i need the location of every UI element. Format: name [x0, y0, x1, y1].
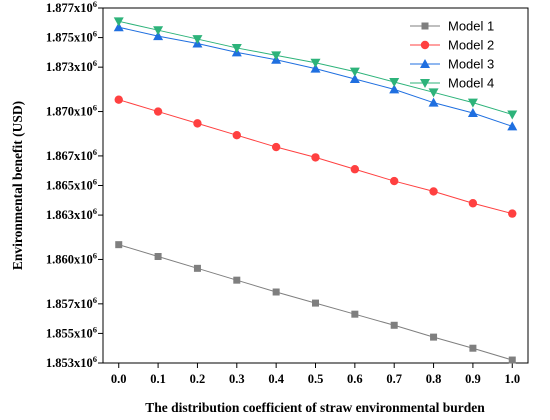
- data-point: [233, 276, 241, 284]
- data-point: [469, 344, 477, 352]
- data-point: [271, 51, 282, 61]
- legend-item: Model 3: [410, 57, 494, 72]
- data-point: [153, 26, 164, 36]
- legend-item: Model 1: [410, 19, 494, 34]
- data-point: [154, 253, 162, 260]
- x-tick-label: 0.9: [465, 372, 481, 386]
- data-point: [272, 288, 280, 296]
- data-point: [429, 187, 438, 196]
- data-point: [114, 95, 123, 104]
- x-tick-label: 0.7: [386, 372, 402, 386]
- x-tick-label: 0.5: [308, 372, 324, 386]
- data-point: [390, 176, 399, 186]
- series-4: [113, 17, 518, 120]
- legend-item: Model 4: [410, 76, 494, 91]
- data-point: [232, 131, 241, 140]
- y-tick-label: 1.853x106: [46, 354, 97, 370]
- data-point: [312, 299, 319, 307]
- data-point: [193, 264, 201, 272]
- series-layer: [113, 17, 518, 364]
- data-point: [113, 17, 124, 27]
- data-point: [507, 110, 518, 120]
- legend-label: Model 4: [448, 76, 494, 91]
- y-axis-title: Environmental benefit (USD): [10, 101, 25, 270]
- series-2: [114, 95, 517, 218]
- data-point: [153, 31, 164, 41]
- data-point: [508, 209, 517, 218]
- data-point: [389, 77, 400, 87]
- data-point: [153, 107, 163, 116]
- x-tick-label: 0.2: [190, 372, 206, 386]
- data-point: [310, 63, 321, 73]
- x-tick-label: 1.0: [504, 372, 520, 386]
- x-tick-label: 0.8: [426, 372, 442, 386]
- data-point: [310, 58, 321, 68]
- x-tick-label: 0.0: [111, 372, 127, 386]
- x-axis-title: The distribution coefficient of straw en…: [145, 400, 485, 415]
- y-tick-label: 1.863x106: [46, 206, 97, 222]
- legend-label: Model 2: [448, 38, 494, 53]
- y-tick-label: 1.870x106: [46, 103, 97, 119]
- data-point: [507, 121, 518, 131]
- y-tick-label: 1.873x106: [46, 58, 97, 74]
- data-point: [428, 88, 439, 98]
- y-tick-label: 1.867x106: [46, 147, 97, 163]
- data-point: [428, 97, 439, 107]
- data-point: [350, 165, 360, 174]
- legend-marker: [420, 79, 430, 88]
- y-tick-label: 1.875x106: [46, 29, 97, 45]
- x-tick-label: 0.3: [229, 372, 245, 386]
- data-point: [467, 108, 478, 118]
- legend-marker: [420, 40, 430, 50]
- data-point: [467, 98, 478, 108]
- x-axis: 0.0 0.1 0.2 0.3 0.4 0.5 0.6 0.7 0.8 0.9 1.0: [111, 363, 520, 386]
- data-point: [271, 142, 281, 152]
- legend-marker: [421, 22, 429, 30]
- y-tick-label: 1.877x106: [46, 0, 97, 15]
- data-point: [390, 321, 398, 329]
- x-tick-label: 0.4: [268, 372, 284, 386]
- legend: Model 1 Model 2 Model 3 Model 4: [410, 19, 494, 91]
- data-point: [115, 241, 123, 249]
- x-tick-label: 0.6: [347, 372, 363, 386]
- data-point: [351, 310, 359, 318]
- data-point: [349, 67, 360, 77]
- y-tick-label: 1.860x106: [46, 250, 97, 266]
- data-point: [389, 84, 400, 94]
- legend-item: Model 2: [410, 38, 494, 53]
- legend-label: Model 3: [448, 57, 494, 72]
- data-point: [508, 356, 516, 364]
- legend-marker: [420, 59, 430, 68]
- legend-label: Model 1: [448, 19, 494, 34]
- data-point: [231, 43, 242, 53]
- y-tick-label: 1.857x106: [46, 295, 97, 311]
- data-point: [430, 333, 438, 341]
- data-point: [113, 22, 124, 32]
- y-axis: 1.853x106 1.855x106 1.857x106 1.860x106 1.86…: [46, 0, 103, 370]
- x-tick-label: 0.1: [150, 372, 166, 386]
- data-point: [311, 153, 320, 162]
- data-point: [192, 35, 203, 45]
- data-point: [468, 199, 478, 208]
- y-tick-label: 1.855x106: [46, 324, 97, 340]
- series-1: [115, 241, 516, 364]
- data-point: [349, 74, 360, 83]
- data-point: [193, 119, 202, 128]
- y-tick-label: 1.865x106: [46, 177, 97, 193]
